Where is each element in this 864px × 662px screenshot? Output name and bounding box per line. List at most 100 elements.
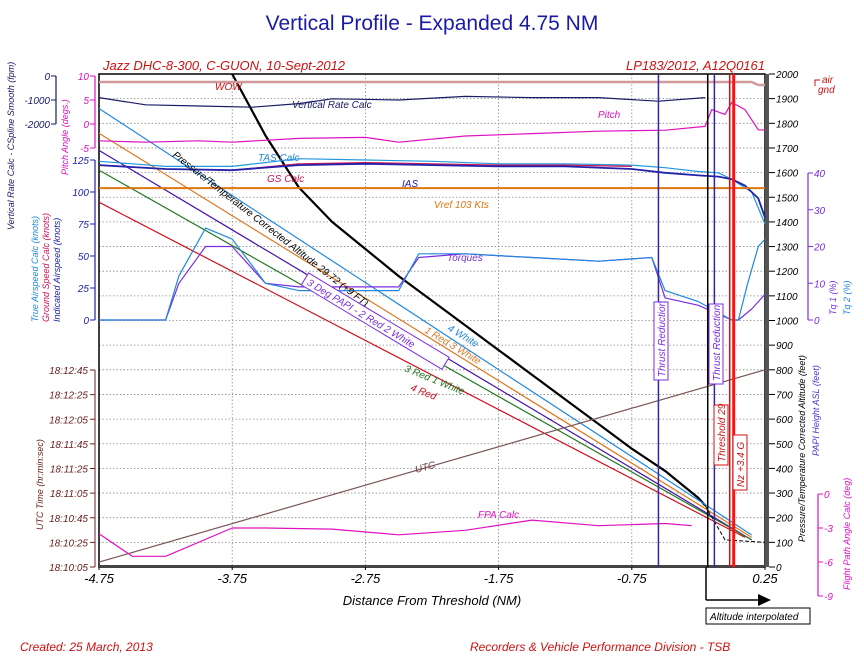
altitude-tick-label: 1800 bbox=[776, 119, 799, 130]
altitude-tick-label: 400 bbox=[776, 464, 793, 475]
altitude-tick-label: 2000 bbox=[775, 70, 799, 81]
thrust-reduction-1-box: Thrust Reduction bbox=[653, 300, 669, 381]
torque-tick-label: 30 bbox=[814, 206, 826, 217]
altitude-tick-label: 1600 bbox=[776, 169, 799, 180]
altitude-tick-label: 500 bbox=[776, 440, 793, 451]
altitude-tick-label: 1900 bbox=[776, 95, 799, 106]
label-gs: GS Calc bbox=[267, 174, 304, 185]
axis-title-vertical-rate: Vertical Rate Calc - CSpline Smooth (fpm… bbox=[6, 62, 16, 230]
utc-tick-label: 18:11:25 bbox=[50, 465, 89, 476]
torque-tick-label: 10 bbox=[814, 279, 826, 290]
chart-title: Vertical Profile - Expanded 4.75 NM bbox=[266, 12, 599, 35]
altitude-tick-label: 200 bbox=[775, 514, 793, 525]
axes-layer: -4.75 -3.75 -2.75 -1.75 -0.75 0.2520001900180… bbox=[24, 70, 833, 603]
altitude-tick-label: 900 bbox=[776, 341, 793, 352]
pitch-tick-label: 5 bbox=[83, 96, 89, 107]
altitude-tick-label: 1300 bbox=[776, 243, 799, 254]
altitude-tick-label: 800 bbox=[776, 366, 793, 377]
x-axis-title: Distance From Threshold (NM) bbox=[343, 593, 521, 608]
label-torques: Torques bbox=[447, 253, 483, 264]
label-gnd: gnd bbox=[818, 85, 835, 96]
torque-tick-label: 20 bbox=[813, 243, 826, 254]
series-pressure-temperature-corrected-altitude-29-72-9-ft bbox=[231, 73, 706, 507]
series-fpa-calc bbox=[98, 519, 692, 557]
label-fpa: FPA Calc bbox=[478, 510, 519, 521]
series-1-red-3-white bbox=[98, 132, 753, 538]
axis-title-papi: PAPI Height ASL (feet) bbox=[811, 365, 821, 456]
fpa-tick-label: -6 bbox=[824, 558, 833, 569]
axis-title-tas: True Airspeed Calc (knots) bbox=[30, 216, 40, 322]
nz-box: Nz +3.4 G bbox=[732, 434, 748, 491]
x-tick-label: -4.75 bbox=[84, 571, 114, 586]
label-altitude-interpolated: Altitude interpolated bbox=[709, 612, 799, 623]
axis-title-tq2: Tq 2 (%) bbox=[842, 280, 852, 315]
label-tas: TAS Calc bbox=[258, 153, 300, 164]
threshold-box: Threshold 29 bbox=[713, 403, 729, 466]
altitude-tick-label: 700 bbox=[776, 390, 793, 401]
utc-tick-label: 18:12:05 bbox=[49, 415, 88, 426]
altitude-tick-label: 300 bbox=[776, 489, 793, 500]
axis-title-tq1: Tq 1 (%) bbox=[828, 280, 838, 315]
axis-title-altitude: Pressure/Temperature Corrected Altitude … bbox=[797, 355, 807, 542]
altitude-tick-label: 600 bbox=[776, 415, 793, 426]
utc-tick-label: 18:10:05 bbox=[49, 563, 88, 574]
label-vref: Vref 103 Kts bbox=[434, 200, 489, 211]
pitch-tick-label: -5 bbox=[80, 144, 89, 155]
axis-title-fpa: Flight Path Angle Calc (deg) bbox=[842, 478, 852, 590]
airspeed-tick-label: 75 bbox=[78, 220, 90, 231]
series-4-red bbox=[98, 201, 746, 538]
label-threshold: Threshold 29 bbox=[717, 403, 728, 462]
torque-tick-label: 0 bbox=[814, 316, 820, 327]
label-thrust-reduction-1: Thrust Reduction bbox=[657, 300, 668, 377]
axis-title-utc: UTC Time (hr:min:sec) bbox=[35, 439, 45, 530]
utc-tick-label: 18:12:45 bbox=[49, 366, 88, 377]
right-axis-bar bbox=[765, 74, 769, 567]
altitude-tick-label: 1700 bbox=[776, 144, 799, 155]
axis-title-gs: Ground Speed Calc (knots) bbox=[41, 213, 51, 322]
series-tas-calc bbox=[98, 158, 766, 225]
arrow-right-icon bbox=[758, 594, 771, 606]
vertical-rate-tick-label: -2000 bbox=[24, 120, 50, 131]
vertical-rate-tick-label: 0 bbox=[44, 72, 50, 83]
label-ias: IAS bbox=[402, 179, 418, 190]
footer-created: Created: 25 March, 2013 bbox=[20, 640, 153, 654]
label-wow: WOW bbox=[215, 82, 243, 93]
series-4-white bbox=[98, 107, 753, 536]
thrust-reduction-2-box: Thrust Reduction bbox=[708, 303, 724, 385]
bottom-axis-bar bbox=[99, 565, 765, 568]
series-tq-2 bbox=[99, 227, 766, 321]
utc-tick-label: 18:12:25 bbox=[49, 391, 88, 402]
footer-division: Recorders & Vehicle Performance Division… bbox=[470, 640, 730, 654]
altitude-tick-label: 100 bbox=[776, 538, 793, 549]
airspeed-tick-label: 125 bbox=[72, 156, 89, 167]
label-air: air bbox=[822, 75, 834, 86]
airspeed-tick-label: 50 bbox=[78, 252, 90, 263]
fpa-tick-label: -3 bbox=[824, 524, 833, 535]
label-vertical-rate: Vertical Rate Calc bbox=[292, 100, 372, 111]
altitude-tick-label: 1400 bbox=[776, 218, 799, 229]
airspeed-tick-label: 100 bbox=[72, 188, 89, 199]
axis-title-ias: Indicated Airspeed (knots) bbox=[52, 218, 62, 322]
altitude-tick-label: 1000 bbox=[776, 317, 799, 328]
x-tick-label: -0.75 bbox=[617, 571, 647, 586]
wow-legend: air gnd bbox=[814, 75, 835, 96]
vertical-rate-tick-label: -1000 bbox=[24, 96, 50, 107]
utc-tick-label: 18:10:45 bbox=[49, 514, 88, 525]
subtitle-report: LP183/2012, A12Q0161 bbox=[626, 58, 765, 73]
x-tick-label: -3.75 bbox=[217, 571, 247, 586]
subtitle-aircraft: Jazz DHC-8-300, C-GUON, 10-Sept-2012 bbox=[102, 58, 346, 73]
fpa-tick-label: -9 bbox=[824, 592, 833, 603]
x-tick-label: -2.75 bbox=[351, 571, 381, 586]
altitude-tick-label: 1100 bbox=[776, 292, 798, 303]
label-pitch: Pitch bbox=[598, 110, 621, 121]
series-pitch bbox=[98, 101, 766, 143]
x-tick-label: 0.25 bbox=[752, 571, 778, 586]
utc-tick-label: 18:11:45 bbox=[50, 440, 89, 451]
label-nz: Nz +3.4 G bbox=[736, 441, 747, 487]
utc-tick-label: 18:10:25 bbox=[49, 538, 88, 549]
altitude-tick-label: 1500 bbox=[776, 193, 799, 204]
label-thrust-reduction-2: Thrust Reduction bbox=[712, 304, 723, 381]
label-utc: UTC bbox=[414, 460, 437, 476]
altitude-tick-label: 1200 bbox=[776, 267, 799, 278]
